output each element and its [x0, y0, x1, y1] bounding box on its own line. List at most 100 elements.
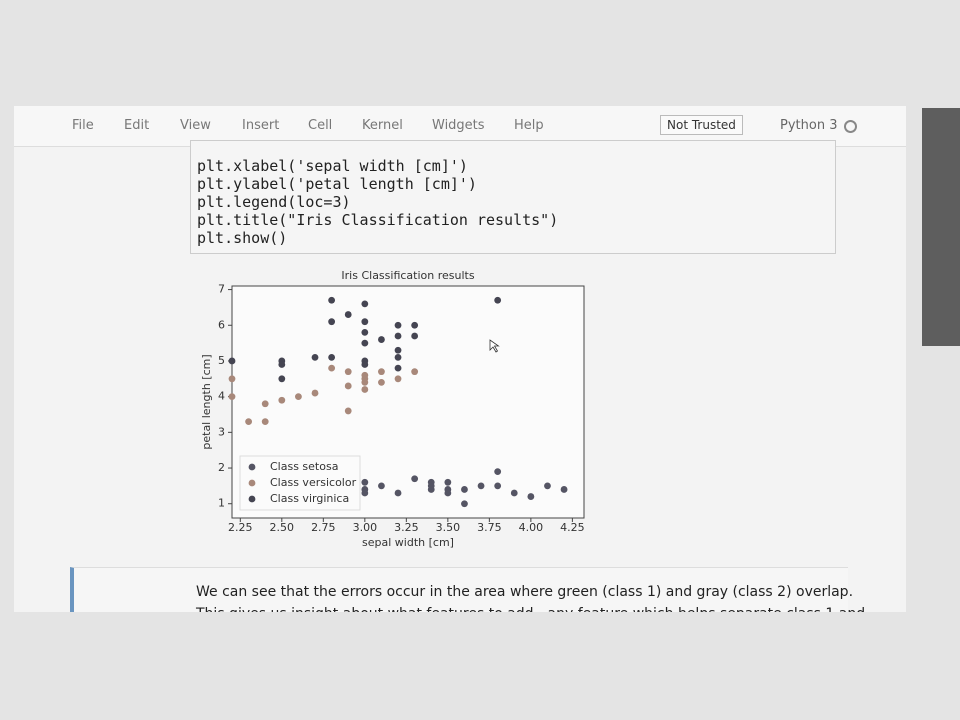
y-tick-label: 1: [218, 497, 225, 510]
y-tick-label: 6: [218, 318, 225, 331]
menu-item[interactable]: Kernel: [362, 118, 403, 133]
legend-marker: [248, 463, 256, 471]
code-line: plt.ylabel('petal length [cm]'): [197, 175, 477, 193]
point: [261, 400, 269, 408]
point: [344, 311, 352, 318]
point: [361, 378, 369, 386]
legend-marker: [248, 495, 256, 503]
kernel-name: Python 3: [780, 118, 838, 133]
code-line: plt.show(): [197, 229, 288, 247]
markdown-cell[interactable]: We can see that the errors occur in the …: [70, 567, 865, 612]
menu-item[interactable]: Edit: [124, 118, 150, 133]
code-cell[interactable]: plt.xlabel('sepal width [cm]') plt.ylabel…: [190, 140, 836, 254]
legend-marker: [248, 479, 256, 487]
point: [394, 353, 402, 361]
y-tick-label: 2: [218, 461, 225, 474]
point: [494, 296, 502, 304]
x-tick-label: 4.00: [519, 521, 544, 534]
y-axis-label: petal length [cm]: [200, 354, 213, 449]
point: [560, 486, 568, 493]
point: [361, 300, 369, 308]
point: [361, 489, 369, 497]
point: [361, 318, 369, 326]
y-tick-label: 5: [218, 354, 225, 367]
markdown-line: This gives us insight about what feature…: [196, 606, 865, 612]
menu-item[interactable]: View: [180, 118, 211, 133]
point: [461, 486, 468, 493]
point: [361, 339, 369, 347]
x-tick-label: 3.50: [436, 521, 461, 534]
legend-label: Class setosa: [270, 460, 338, 473]
point: [427, 482, 435, 490]
point: [361, 386, 369, 393]
point: [394, 375, 402, 383]
legend-box: [239, 455, 361, 511]
point: [311, 389, 319, 397]
point: [361, 478, 369, 486]
point: [328, 364, 336, 372]
chart-title: Iris Classification results: [341, 269, 474, 282]
point: [411, 475, 419, 483]
mouse-cursor: [489, 339, 500, 353]
code-line: plt.legend(loc=3): [197, 193, 351, 211]
point: [394, 364, 402, 372]
chart: Iris Classification results sepal width …: [200, 269, 585, 549]
point: [245, 418, 253, 426]
menu-item[interactable]: Help: [514, 118, 544, 133]
trust-indicator[interactable]: Not Trusted: [660, 115, 743, 135]
point: [394, 332, 402, 340]
x-tick-label: 2.25: [228, 521, 253, 534]
point: [344, 368, 352, 376]
x-tick-label: 2.50: [270, 521, 295, 534]
point: [261, 418, 269, 426]
menu-item[interactable]: Insert: [242, 118, 280, 133]
point: [494, 468, 502, 475]
point: [394, 321, 402, 329]
point: [378, 368, 385, 376]
point: [544, 482, 551, 490]
point: [477, 482, 485, 490]
point: [278, 375, 286, 383]
point: [328, 296, 336, 304]
point: [228, 393, 236, 401]
menu-item[interactable]: Widgets: [432, 118, 485, 133]
x-tick-label: 2.75: [311, 521, 336, 534]
menu-item[interactable]: Cell: [308, 118, 333, 133]
legend-label: Class versicolor: [270, 476, 357, 489]
legend-label: Class virginica: [270, 492, 349, 505]
point: [510, 489, 518, 497]
x-tick-label: 3.75: [477, 521, 502, 534]
point: [378, 378, 385, 386]
point: [328, 318, 336, 326]
y-tick-label: 4: [218, 390, 225, 403]
point: [361, 329, 369, 336]
point: [411, 321, 419, 329]
x-tick-label: 3.25: [394, 521, 419, 534]
point: [394, 346, 402, 354]
point: [494, 482, 502, 490]
point: [411, 332, 419, 340]
point: [444, 489, 452, 497]
y-tick-label: 3: [218, 425, 225, 438]
point: [461, 500, 468, 508]
menu-item[interactable]: File: [72, 118, 94, 133]
point: [228, 375, 236, 383]
point: [344, 407, 352, 415]
point: [311, 353, 319, 361]
point: [361, 361, 369, 368]
point: [378, 482, 385, 490]
point: [278, 396, 286, 404]
side-panel: [922, 108, 960, 346]
x-tick-label: 3.00: [353, 521, 378, 534]
y-tick-label: 7: [218, 283, 225, 296]
markdown-line: We can see that the errors occur in the …: [196, 584, 854, 600]
point: [378, 336, 385, 343]
x-tick-label: 4.25: [560, 521, 585, 534]
point: [527, 493, 535, 500]
point: [295, 393, 302, 401]
code-line: plt.title("Iris Classification results"): [197, 211, 559, 229]
point: [444, 478, 452, 486]
point: [411, 368, 419, 376]
point: [278, 361, 286, 368]
